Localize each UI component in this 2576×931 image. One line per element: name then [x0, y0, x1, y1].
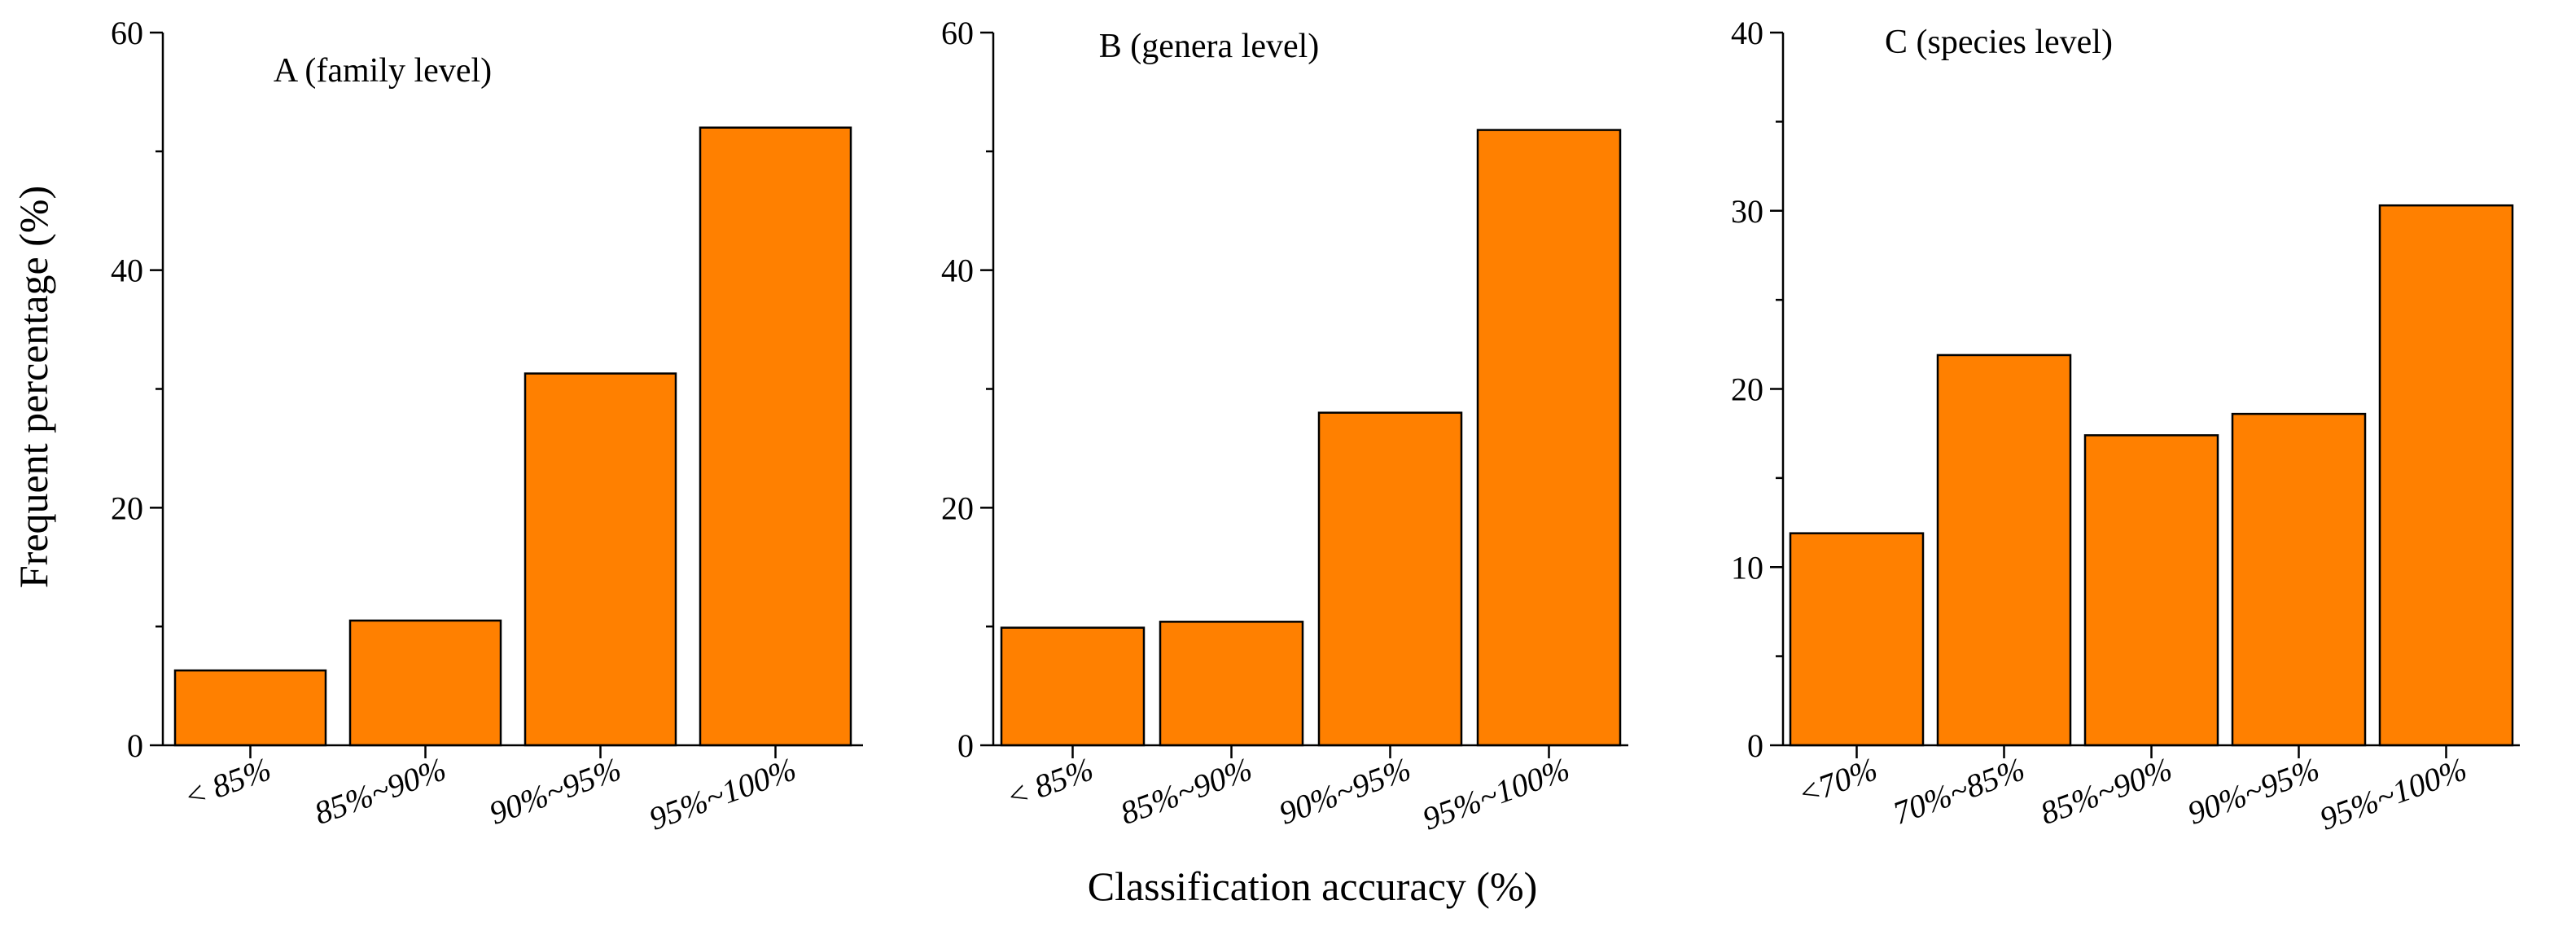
y-tick-label: 40: [1731, 15, 1763, 51]
x-tick-label: 90%~95%: [1274, 750, 1416, 832]
bar: [1789, 532, 1925, 747]
y-axis-label: Frequent percentage (%): [11, 186, 56, 588]
y-tick-label: 30: [1731, 193, 1763, 230]
bar: [1936, 354, 2072, 747]
bar: [1000, 626, 1146, 747]
y-tick-label: 60: [111, 15, 143, 51]
x-tick-label: 95%~100%: [1417, 750, 1574, 837]
x-tick-label: 90%~95%: [484, 750, 626, 832]
y-tick-label: 0: [1747, 727, 1763, 764]
panel-3: 0 10 20 30 40 <70% 70%~85% 85%~90% 90%~95%95%~10…: [1731, 15, 2520, 837]
y-tick-label: 10: [1731, 549, 1763, 586]
x-tick-label: < 85%: [1001, 750, 1098, 815]
x-tick-label: 70%~85%: [1888, 750, 2030, 832]
bar: [2231, 412, 2367, 747]
x-tick-label: 85%~90%: [2035, 750, 2177, 832]
y-tick-label: 0: [957, 727, 974, 764]
bar: [2083, 434, 2219, 747]
y-tick-label: 20: [1731, 371, 1763, 408]
x-tick-label: < 85%: [179, 750, 276, 815]
y-tick-label: 20: [111, 490, 143, 526]
bar: [348, 619, 502, 747]
x-tick-label: 85%~90%: [309, 750, 451, 832]
x-tick-label: 85%~90%: [1115, 750, 1257, 832]
bar: [524, 372, 677, 747]
bar: [2378, 204, 2514, 747]
y-tick-label: 20: [941, 490, 974, 526]
x-tick-label: 90%~95%: [2183, 750, 2324, 832]
y-tick-label: 60: [941, 15, 974, 51]
y-tick-label: 40: [941, 253, 974, 289]
panel-1: 0 20 40 60 < 85% 85%~90% 90%~95% 95%~100% A (fam…: [111, 15, 863, 837]
x-axis-label: Classification accuracy (%): [1088, 863, 1538, 909]
x-tick-label: 95%~100%: [2315, 750, 2471, 837]
x-tick-label: <70%: [1793, 750, 1882, 813]
bar: [1476, 129, 1622, 747]
y-tick-label: 40: [111, 253, 143, 289]
panel-title: B (genera level): [1099, 28, 1320, 65]
bar: [1159, 621, 1304, 747]
panel-title: C (species level): [1885, 24, 2113, 61]
x-tick-label: 95%~100%: [644, 750, 800, 837]
bar: [173, 669, 327, 747]
panel-title: A (family level): [274, 52, 492, 90]
bar: [1317, 411, 1463, 747]
y-tick-label: 0: [127, 727, 143, 764]
panel-2: 0 20 40 60 < 85% 85%~90% 90%~95% 95%~100% B (gen…: [941, 15, 1628, 837]
bar: [699, 126, 852, 747]
